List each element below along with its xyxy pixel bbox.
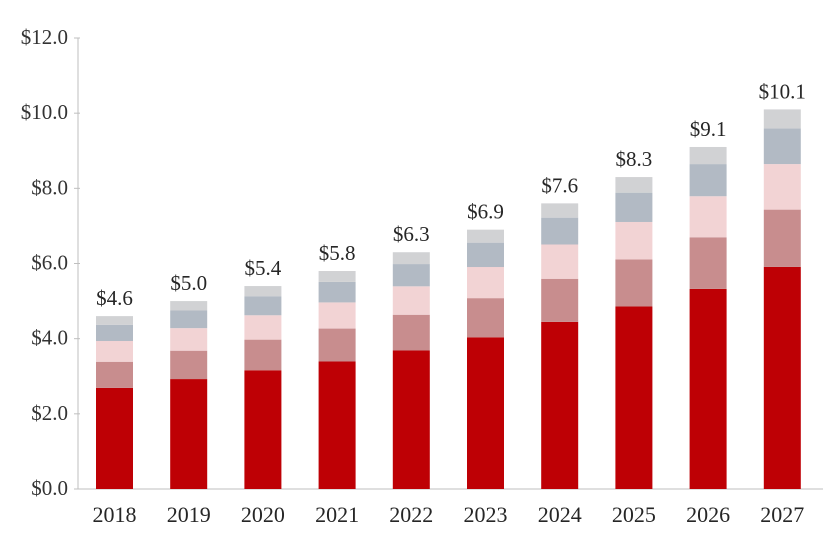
svg-text:2025: 2025 [612,502,656,527]
svg-text:2024: 2024 [538,502,582,527]
svg-text:$5.4: $5.4 [245,256,282,280]
svg-text:$10.1: $10.1 [759,79,806,103]
svg-text:2019: 2019 [167,502,211,527]
svg-text:$9.1: $9.1 [690,117,727,141]
svg-text:$6.0: $6.0 [31,251,68,275]
svg-text:2021: 2021 [315,502,359,527]
svg-text:$2.0: $2.0 [31,401,68,425]
svg-text:$8.3: $8.3 [616,147,653,171]
svg-text:2018: 2018 [93,502,137,527]
svg-text:$12.0: $12.0 [21,25,68,49]
svg-text:$4.6: $4.6 [96,286,133,310]
svg-text:$6.9: $6.9 [467,200,504,224]
svg-text:2027: 2027 [760,502,804,527]
svg-text:$10.0: $10.0 [21,100,68,124]
svg-text:$8.0: $8.0 [31,175,68,199]
svg-text:$5.0: $5.0 [170,271,207,295]
svg-text:$4.0: $4.0 [31,326,68,350]
svg-text:2026: 2026 [686,502,730,527]
svg-text:$5.8: $5.8 [319,241,356,265]
svg-text:2023: 2023 [464,502,508,527]
svg-text:$7.6: $7.6 [541,173,578,197]
svg-text:2022: 2022 [389,502,433,527]
svg-text:$6.3: $6.3 [393,222,430,246]
svg-text:$0.0: $0.0 [31,476,68,500]
svg-text:2020: 2020 [241,502,285,527]
